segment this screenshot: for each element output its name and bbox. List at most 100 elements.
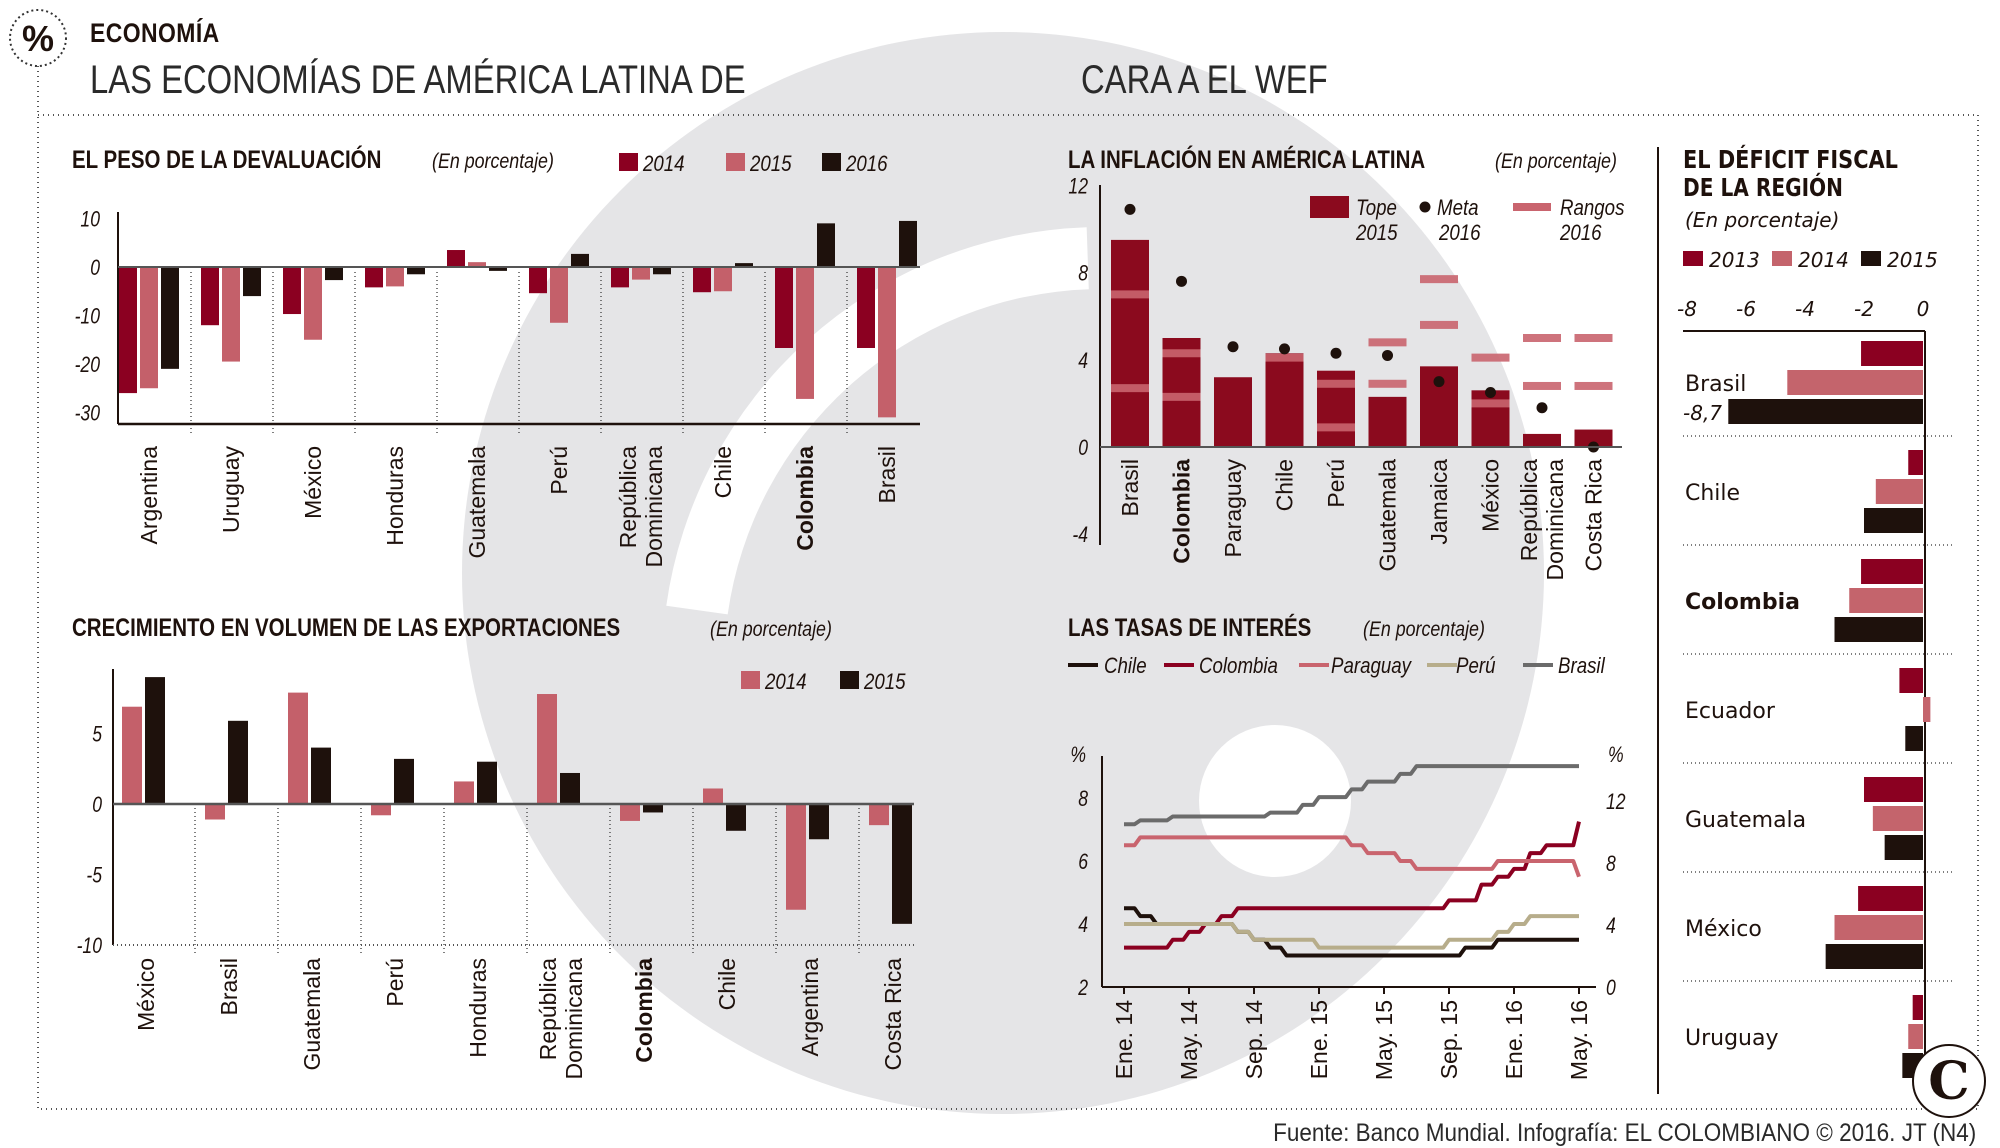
legend-label: 2016 — [1438, 222, 1481, 246]
el-colombiano-logo — [1912, 1044, 1986, 1118]
chart-subtitle: (En porcentaje) — [1495, 150, 1617, 174]
series-line-Colombia — [1124, 821, 1581, 950]
bar-2013 — [1858, 886, 1923, 911]
bar-2015 — [892, 804, 912, 924]
legend-swatch — [1772, 251, 1792, 266]
bar-2015 — [550, 267, 568, 323]
chart-title: LA INFLACIÓN EN AMÉRICA LATINA — [1068, 145, 1425, 173]
legend-swatch — [1861, 251, 1881, 266]
category-label: Chile — [1685, 481, 1740, 506]
bar-2016 — [325, 267, 343, 281]
y-tick-label: 8 — [1078, 262, 1088, 286]
bar-2015 — [1834, 617, 1923, 642]
bar-tope-2015 — [1111, 239, 1149, 447]
range-mark-2016 — [1111, 290, 1149, 299]
legend-label: 2014 — [1798, 248, 1849, 272]
bar-2015 — [878, 267, 896, 418]
category-label: Brasil — [1685, 372, 1746, 397]
x-tick-label: Ene. 14 — [1111, 1000, 1137, 1079]
meta-dot-2016 — [1382, 349, 1393, 361]
section-label: ECONOMÍA — [90, 18, 220, 48]
bar-2016 — [735, 263, 753, 267]
category-label: Guatemala — [464, 446, 490, 559]
range-mark-2016 — [1523, 381, 1561, 390]
legend-label: Colombia — [1199, 655, 1278, 679]
category-label: República — [535, 958, 561, 1060]
bar-2013 — [1861, 559, 1923, 584]
legend-label: Chile — [1104, 655, 1147, 679]
category-label: Colombia — [631, 958, 657, 1063]
legend-label: 2013 — [1709, 248, 1760, 272]
category-label: República — [1516, 459, 1542, 561]
category-label: Jamaica — [1426, 459, 1452, 545]
chart-subtitle: (En porcentaje) — [432, 150, 554, 174]
bar-tope-2015 — [1368, 396, 1407, 447]
chart-subtitle: (En porcentaje) — [1685, 208, 1839, 232]
bar-2015 — [809, 804, 829, 840]
bar-tope-2015 — [1523, 433, 1561, 447]
watermark-logo-circle — [462, 32, 1544, 1114]
x-tick-label: -6 — [1736, 297, 1756, 321]
legend-label: 2016 — [845, 153, 888, 177]
category-label: Honduras — [465, 958, 491, 1058]
bar-tope-2015 — [1265, 353, 1304, 447]
bar-2014 — [1787, 370, 1923, 395]
percent-icon — [9, 9, 67, 67]
bar-2015 — [560, 772, 580, 804]
category-label: Dominicana — [1542, 459, 1568, 581]
range-mark-2016 — [1368, 379, 1407, 388]
bar-2015 — [1884, 835, 1923, 860]
category-label: República — [615, 446, 641, 548]
chart-title: EL DÉFICIT FISCAL — [1683, 145, 1898, 174]
bar-2015 — [1905, 726, 1923, 751]
bar-2014 — [611, 267, 629, 288]
legend-swatch — [741, 671, 760, 689]
range-mark-2016 — [1523, 334, 1561, 342]
bar-2016 — [407, 267, 425, 275]
bar-2014 — [1923, 697, 1931, 722]
bar-2015 — [145, 677, 165, 804]
bar-value-annotation: -8,7 — [1683, 401, 1722, 425]
bar-2014 — [365, 267, 383, 288]
bar-2014 — [529, 267, 547, 294]
legend-label: Perú — [1456, 655, 1495, 679]
bar-2015 — [714, 267, 732, 292]
x-tick-label: -4 — [1795, 297, 1815, 321]
bar-2014 — [288, 692, 308, 804]
range-mark-2016 — [1420, 320, 1458, 329]
category-label: Perú — [382, 958, 408, 1007]
y-tick-label: -4 — [1072, 523, 1088, 547]
category-label: México — [1685, 917, 1762, 942]
bar-2014 — [1875, 479, 1923, 504]
x-tick-label: May. 15 — [1371, 1000, 1397, 1080]
y-tick-label: 0 — [92, 793, 102, 817]
bar-tope-2015 — [1574, 429, 1613, 447]
legend-swatch — [1683, 251, 1703, 266]
legend-swatch-tope — [1310, 196, 1349, 218]
bar-2015 — [386, 267, 404, 287]
meta-dot-2016 — [1176, 275, 1187, 287]
bar-2013 — [1899, 668, 1923, 693]
bar-2016 — [817, 223, 835, 267]
range-mark-2016 — [1471, 399, 1510, 408]
category-label: México — [300, 446, 326, 519]
bar-2014 — [371, 804, 391, 816]
x-tick-label: May. 14 — [1176, 1000, 1202, 1080]
x-tick-label: Sep. 14 — [1241, 1000, 1267, 1079]
category-label: Brasil — [216, 958, 242, 1016]
chart-title: DE LA REGIÓN — [1683, 172, 1843, 202]
bar-2014 — [786, 804, 806, 910]
y-left-tick-label: 8 — [1078, 787, 1088, 811]
category-label: Argentina — [136, 446, 162, 545]
legend-swatch — [840, 671, 859, 689]
category-label: Perú — [546, 446, 572, 495]
bar-2016 — [243, 267, 261, 297]
x-tick-label: May. 16 — [1566, 1000, 1592, 1080]
bar-2014 — [869, 804, 889, 826]
y-right-tick-label: 8 — [1606, 852, 1616, 876]
y-left-tick-label: 4 — [1078, 913, 1088, 937]
x-tick-label: Ene. 15 — [1306, 1000, 1332, 1079]
bar-2015 — [468, 262, 486, 267]
legend-label: 2015 — [863, 671, 906, 695]
